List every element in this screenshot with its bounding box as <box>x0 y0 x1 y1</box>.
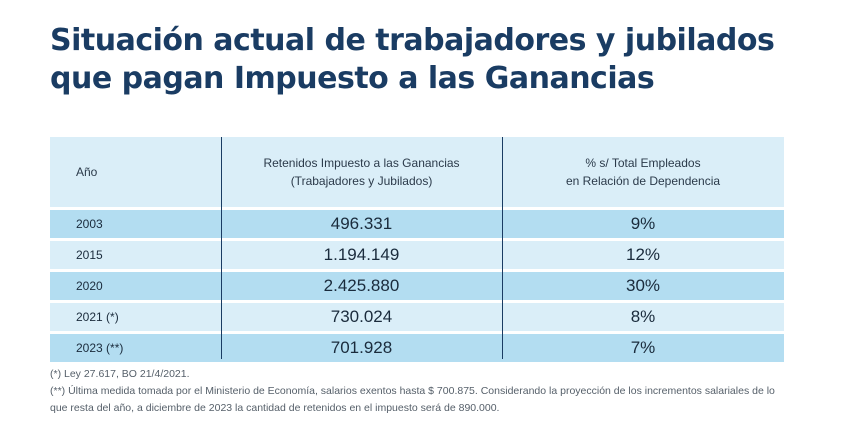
table-row: 2020 2.425.880 30% <box>50 272 784 303</box>
cell-year: 2003 <box>76 217 103 231</box>
table-row: 2023 (**) 701.928 7% <box>50 334 784 365</box>
footnotes: (*) Ley 27.617, BO 21/4/2021. (**) Últim… <box>50 366 790 417</box>
header-percent-line-1: % s/ Total Empleados <box>585 156 701 170</box>
title-line-1: Situación actual de trabajadores y jubil… <box>50 23 775 58</box>
title-line-2: que pagan Impuesto a las Ganancias <box>50 61 655 96</box>
page-title: Situación actual de trabajadores y jubil… <box>50 22 775 98</box>
cell-year: 2020 <box>76 279 103 293</box>
footnote-1: (*) Ley 27.617, BO 21/4/2021. <box>50 368 190 380</box>
footnote-2: (**) Última medida tomada por el Ministe… <box>50 385 775 414</box>
table-row: 2021 (*) 730.024 8% <box>50 303 784 334</box>
cell-retained: 496.331 <box>330 214 393 233</box>
cell-year: 2021 (*) <box>76 310 119 324</box>
cell-percent: 30% <box>625 276 661 295</box>
cell-year: 2015 <box>76 248 103 262</box>
table-header: Año Retenidos Impuesto a las Ganancias (… <box>50 137 784 210</box>
cell-percent: 9% <box>630 214 656 233</box>
cell-retained: 701.928 <box>330 338 393 357</box>
header-percent: % s/ Total Empleados en Relación de Depe… <box>502 154 784 190</box>
column-divider <box>221 137 222 359</box>
cell-year: 2023 (**) <box>76 341 124 355</box>
table-row: 2015 1.194.149 12% <box>50 241 784 272</box>
header-retained: Retenidos Impuesto a las Ganancias (Trab… <box>221 154 502 190</box>
cell-percent: 12% <box>625 245 661 264</box>
cell-percent: 7% <box>630 338 656 357</box>
cell-retained: 1.194.149 <box>323 245 400 264</box>
header-year: Año <box>76 165 98 179</box>
header-retained-line-2: (Trabajadores y Jubilados) <box>290 174 433 188</box>
table-row: 2003 496.331 9% <box>50 210 784 241</box>
cell-retained: 2.425.880 <box>323 276 400 295</box>
column-divider <box>502 137 503 359</box>
header-percent-line-2: en Relación de Dependencia <box>565 174 721 188</box>
cell-percent: 8% <box>630 307 656 326</box>
data-table: Año Retenidos Impuesto a las Ganancias (… <box>50 137 784 365</box>
cell-retained: 730.024 <box>330 307 393 326</box>
header-retained-line-1: Retenidos Impuesto a las Ganancias <box>263 156 460 170</box>
